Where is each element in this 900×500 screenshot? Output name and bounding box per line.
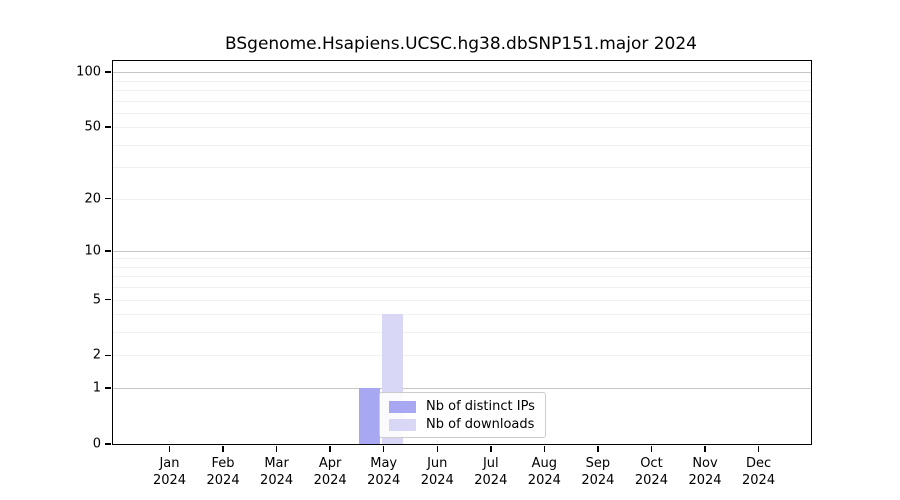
x-tick-mark (275, 445, 278, 452)
y-tick-mark (105, 298, 111, 301)
y-tick-label: 100 (76, 64, 101, 80)
legend-label-downloads: Nb of downloads (426, 417, 535, 432)
legend-swatch-distinct-ips (389, 400, 416, 413)
plot-area: Nb of distinct IPs Nb of downloads 0 1 2 5 1… (76, 60, 812, 488)
legend-item-distinct-ips: Nb of distinct IPs (389, 399, 536, 414)
x-tick-mark (650, 445, 653, 452)
x-tick-mark (490, 445, 492, 452)
y-tick-mark (105, 197, 111, 200)
x-tick-label: Jan 2024 (152, 456, 187, 488)
gridline-minor (113, 276, 811, 278)
gridline-minor (113, 258, 811, 260)
x-tick-label: Jun 2024 (420, 456, 454, 488)
y-tick-label: 10 (84, 243, 101, 259)
y-tick-label: 0 (92, 436, 101, 452)
x-tick-label: Sep 2024 (581, 456, 615, 488)
gridline-minor (113, 266, 811, 268)
y-tick-mark (105, 443, 111, 445)
y-tick-mark (105, 250, 111, 252)
y-tick-mark (105, 354, 111, 357)
gridline-minor (113, 167, 811, 169)
y-tick-mark (105, 387, 111, 389)
gridline-minor (113, 144, 811, 146)
x-tick-label: Feb 2024 (206, 456, 240, 488)
y-tick-label: 5 (92, 292, 101, 308)
gridline-major (113, 250, 811, 252)
x-tick-label: Dec 2024 (742, 456, 776, 488)
gridline-minor (113, 127, 811, 129)
gridline-minor (113, 80, 811, 82)
x-tick-label: Aug 2024 (527, 456, 561, 488)
y-tick-mark (105, 126, 111, 128)
x-tick-mark (757, 445, 760, 452)
x-tick-mark (704, 445, 706, 452)
gridline-minor (113, 355, 811, 357)
x-tick-mark (597, 445, 599, 452)
x-tick-label: Mar 2024 (260, 456, 294, 488)
x-tick-mark (436, 445, 438, 452)
x-tick-mark (382, 445, 385, 452)
gridline-minor (113, 287, 811, 289)
legend-label-distinct-ips: Nb of distinct IPs (426, 399, 535, 414)
x-tick-label: Jul 2024 (474, 456, 508, 488)
legend-item-downloads: Nb of downloads (389, 417, 536, 432)
x-tick-mark (222, 445, 224, 452)
x-tick-mark (543, 445, 546, 452)
gridline-major (113, 388, 811, 390)
gridline-minor (113, 332, 811, 334)
y-tick-label: 20 (84, 191, 101, 207)
y-tick-label: 50 (84, 119, 101, 135)
x-tick-mark (168, 445, 171, 452)
gridline-minor (113, 314, 811, 316)
legend: Nb of distinct IPs Nb of downloads (379, 392, 546, 438)
x-tick-label: Oct 2024 (634, 456, 668, 488)
gridline-major (113, 72, 811, 74)
x-tick-label: Nov 2024 (688, 456, 722, 488)
gridline-minor (113, 100, 811, 102)
chart-title: BSgenome.Hsapiens.UCSC.hg38.dbSNP151.maj… (225, 34, 697, 54)
x-tick-label: May 2024 (367, 456, 401, 488)
y-tick-label: 2 (92, 347, 101, 363)
x-tick-label: Apr 2024 (313, 456, 347, 488)
y-tick-mark (105, 71, 111, 73)
gridline-minor (113, 112, 811, 114)
gridline-minor (113, 89, 811, 91)
gridline-minor (113, 299, 811, 301)
legend-swatch-downloads (389, 418, 416, 431)
x-tick-mark (329, 445, 331, 452)
y-tick-label: 1 (92, 380, 101, 396)
bar-distinct-ips (358, 388, 380, 444)
gridline-minor (113, 198, 811, 200)
